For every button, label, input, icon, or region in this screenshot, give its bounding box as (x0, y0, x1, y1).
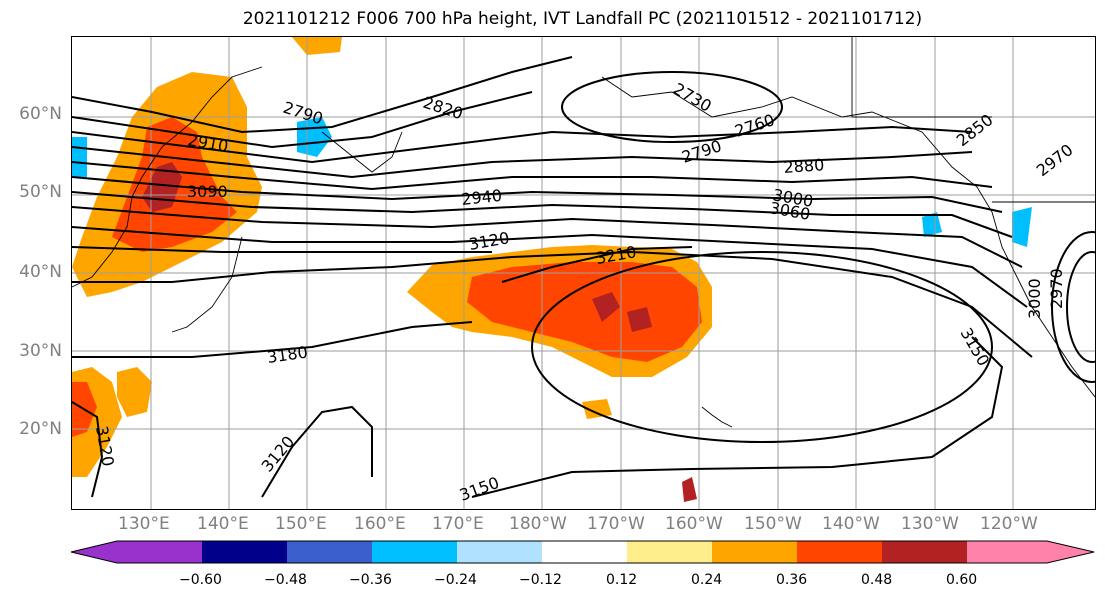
contour-3150 (471, 336, 1004, 498)
ivt-region-blue-3 (922, 212, 942, 237)
colorbar-segment (542, 541, 627, 563)
ivt-region-small-orange-2 (582, 399, 612, 419)
coast-hawaii (701, 406, 733, 428)
contour-label: 2730 (670, 79, 715, 116)
lon-label: 140°E (197, 514, 249, 534)
contour-2940 (72, 176, 1003, 213)
contour-label: 2940 (460, 186, 502, 209)
ivt-region-pacific-darkred-1 (592, 292, 620, 322)
colorbar-segment (797, 541, 882, 563)
contour-label: 3120 (467, 228, 510, 254)
contour-high-center (531, 251, 993, 443)
contour-2850 (72, 125, 973, 164)
lon-label: 160°W (665, 514, 723, 534)
lon-label: 180°W (509, 514, 567, 534)
contour-3120-south (261, 405, 373, 498)
colorbar-segment (71, 541, 117, 563)
coast-asia (72, 66, 263, 288)
ivt-region-small-red-1 (682, 477, 697, 502)
colorbar-segment (882, 541, 967, 563)
contour-2790 (72, 56, 573, 134)
lat-label: 60°N (19, 104, 62, 124)
contour-3210 (501, 246, 693, 283)
colorbar-tick-label: 0.36 (776, 572, 808, 588)
lat-label: 20°N (19, 419, 62, 439)
contour-label: 3000 (1025, 278, 1044, 319)
colorbar-tick-label: −0.48 (264, 572, 307, 588)
coast-japan (171, 236, 243, 333)
contour-low-alaska (561, 71, 783, 143)
colorbar (70, 540, 1095, 564)
contour-3090 (72, 246, 492, 253)
coast-kamchatka (321, 131, 403, 173)
contour-label: 3090 (187, 182, 228, 201)
ivt-region-blue-2 (72, 137, 87, 177)
lat-label: 30°N (19, 341, 62, 361)
ivt-region-blue-4 (1012, 207, 1032, 247)
contour-low-right-2 (1066, 251, 1095, 363)
map-title: 2021101212 F006 700 hPa height, IVT Land… (242, 9, 923, 29)
height-contours (72, 56, 1095, 498)
colorbar-tick-label: −0.36 (349, 572, 392, 588)
lon-label: 120°W (980, 514, 1038, 534)
contour-3060 (72, 226, 1028, 308)
colorbar-segment (117, 541, 202, 563)
contour-label: 3180 (266, 342, 309, 366)
lon-label: 150°W (744, 514, 802, 534)
lon-label: 140°W (822, 514, 880, 534)
colorbar-tick-label: 0.60 (946, 572, 978, 588)
colorbar-tick-label: 0.48 (861, 572, 893, 588)
colorbar-segment (967, 541, 1047, 563)
map-panel: 2790 2820 2730 2910 3090 2760 2790 2880 … (71, 36, 1096, 510)
contour-3120 (72, 250, 1033, 358)
colorbar-segment (627, 541, 712, 563)
colorbar-tick-label: −0.60 (179, 572, 222, 588)
colorbar-outline (70, 540, 1095, 564)
map-canvas: 2790 2820 2730 2910 3090 2760 2790 2880 … (72, 37, 1095, 509)
coast-na-inland (851, 37, 1095, 203)
ivt-region-pacific-red (467, 262, 702, 362)
lon-label: 150°E (275, 514, 327, 534)
contour-west-3120 (72, 401, 104, 498)
coastlines (72, 37, 1095, 428)
contour-label: 2760 (732, 110, 777, 141)
colorbar-segment (287, 541, 372, 563)
contour-low-right (1051, 231, 1095, 383)
contour-3180 (72, 321, 473, 358)
colorbar-segment (372, 541, 457, 563)
colorbar-tick-label: −0.24 (434, 572, 477, 588)
contour-2880 (72, 146, 973, 179)
contour-label: 2850 (953, 110, 997, 150)
colorbar-tick-label: 0.12 (606, 572, 638, 588)
lon-label: 130°W (901, 514, 959, 534)
colorbar-segment (202, 541, 287, 563)
lon-label: 170°E (432, 514, 484, 534)
lon-label: 160°E (354, 514, 406, 534)
contour-2910 (72, 161, 993, 191)
lon-label: 170°W (587, 514, 645, 534)
colorbar-segment (712, 541, 797, 563)
coast-alaska (601, 76, 993, 213)
ivt-region-pacific-darkred-2 (627, 307, 652, 332)
contour-2970 (72, 191, 1013, 238)
contour-label: 2970 (1033, 140, 1077, 180)
ivt-shading (72, 37, 1032, 502)
contour-2820 (72, 91, 533, 149)
contour-label: 2880 (783, 155, 825, 177)
ivt-region-top-orange (292, 37, 342, 55)
colorbar-tick-label: 0.24 (691, 572, 723, 588)
lat-label: 40°N (19, 262, 62, 282)
lat-label: 50°N (19, 182, 62, 202)
lon-label: 130°E (118, 514, 170, 534)
contour-3000 (72, 206, 1023, 268)
colorbar-segment (1047, 541, 1094, 563)
ivt-region-small-orange-1 (117, 367, 152, 417)
contour-label: 2970 (1047, 268, 1066, 309)
colorbar-segment (457, 541, 542, 563)
coast-na-west (991, 211, 1095, 398)
colorbar-tick-label: −0.12 (519, 572, 562, 588)
